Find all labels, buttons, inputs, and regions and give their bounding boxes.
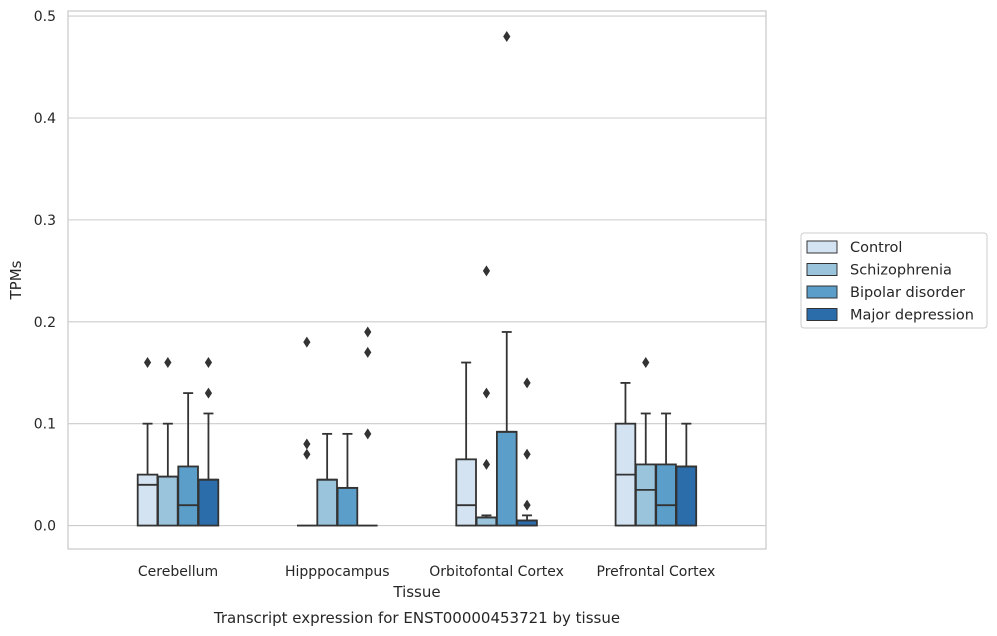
y-tick-label: 0.2 xyxy=(34,315,56,331)
outlier-point xyxy=(164,357,172,369)
x-tick-label: Cerebellum xyxy=(138,564,218,580)
outlier-point xyxy=(204,357,213,369)
box-series xyxy=(136,331,698,527)
legend-items: Control Schizophrenia Bipolar disorder Majo… xyxy=(806,240,974,324)
y-axis-ticks: 0.0 0.1 0.2 0.3 0.4 0.5 xyxy=(34,9,56,534)
outlier-point xyxy=(503,30,511,42)
outlier-points xyxy=(143,30,650,511)
legend-item: Major depression xyxy=(806,308,974,324)
legend-label: Control xyxy=(850,240,902,256)
legend-label: Major depression xyxy=(850,308,974,324)
outlier-point xyxy=(204,387,213,399)
legend-item: Bipolar disorder xyxy=(806,285,965,301)
y-tick-label: 0.1 xyxy=(34,417,56,433)
outlier-point xyxy=(303,438,311,450)
y-tick-label: 0.0 xyxy=(34,519,56,535)
gridlines xyxy=(68,15,766,527)
box-body xyxy=(475,516,498,527)
legend-swatch xyxy=(806,263,838,276)
box-body xyxy=(197,478,220,527)
box-body xyxy=(177,465,199,527)
box-body xyxy=(675,465,698,527)
chart-title: Transcript expression for ENST0000045372… xyxy=(213,609,620,627)
outlier-point xyxy=(364,428,372,440)
box xyxy=(475,514,498,527)
outlier-point xyxy=(303,448,311,460)
outlier-point xyxy=(482,387,491,399)
legend-frame xyxy=(800,232,988,329)
box xyxy=(336,432,359,527)
outlier-point xyxy=(523,377,531,389)
box xyxy=(516,514,538,527)
box xyxy=(614,382,637,527)
plot-frame xyxy=(67,10,767,550)
y-tick-label: 0.5 xyxy=(34,9,56,25)
box xyxy=(635,412,657,527)
legend-label: Bipolar disorder xyxy=(850,285,965,301)
x-tick-label: Orbitofontal Cortex xyxy=(429,564,564,580)
box xyxy=(157,422,179,527)
x-tick-label: Hipppocampus xyxy=(285,564,390,580)
x-tick-label: Prefrontal Cortex xyxy=(597,564,716,580)
y-tick-label: 0.4 xyxy=(34,111,56,127)
box-body xyxy=(495,430,518,527)
legend-item: Schizophrenia xyxy=(806,263,952,279)
box-body xyxy=(136,473,159,527)
outlier-point xyxy=(482,265,491,277)
legend-label: Schizophrenia xyxy=(850,263,952,279)
box xyxy=(675,422,698,527)
box xyxy=(316,432,338,527)
box xyxy=(197,412,220,527)
outlier-point xyxy=(303,336,311,348)
y-axis-label: TPMs xyxy=(7,260,25,300)
outlier-point xyxy=(482,458,491,470)
legend: Control Schizophrenia Bipolar disorder Majo… xyxy=(800,232,988,329)
box xyxy=(136,422,159,527)
legend-item: Control xyxy=(806,240,902,256)
box-body xyxy=(655,463,677,527)
outlier-point xyxy=(364,346,372,358)
legend-swatch xyxy=(806,285,838,299)
x-axis-label: Tissue xyxy=(392,583,440,601)
box-body xyxy=(455,458,477,527)
box-body xyxy=(157,475,179,527)
outlier-point xyxy=(523,448,531,460)
box xyxy=(495,331,518,527)
x-axis-ticks: Cerebellum Hipppocampus Orbitofontal Corte… xyxy=(138,564,715,580)
y-tick-label: 0.3 xyxy=(34,213,56,229)
legend-swatch xyxy=(806,308,838,321)
legend-swatch xyxy=(806,240,838,254)
box xyxy=(455,361,477,527)
box xyxy=(655,412,677,527)
outlier-point xyxy=(523,499,531,511)
outlier-point xyxy=(364,326,372,338)
box xyxy=(177,392,199,527)
box-body xyxy=(336,486,359,527)
outlier-point xyxy=(642,357,650,369)
outlier-point xyxy=(143,357,152,369)
box-body xyxy=(635,463,657,527)
box-body xyxy=(316,478,338,527)
